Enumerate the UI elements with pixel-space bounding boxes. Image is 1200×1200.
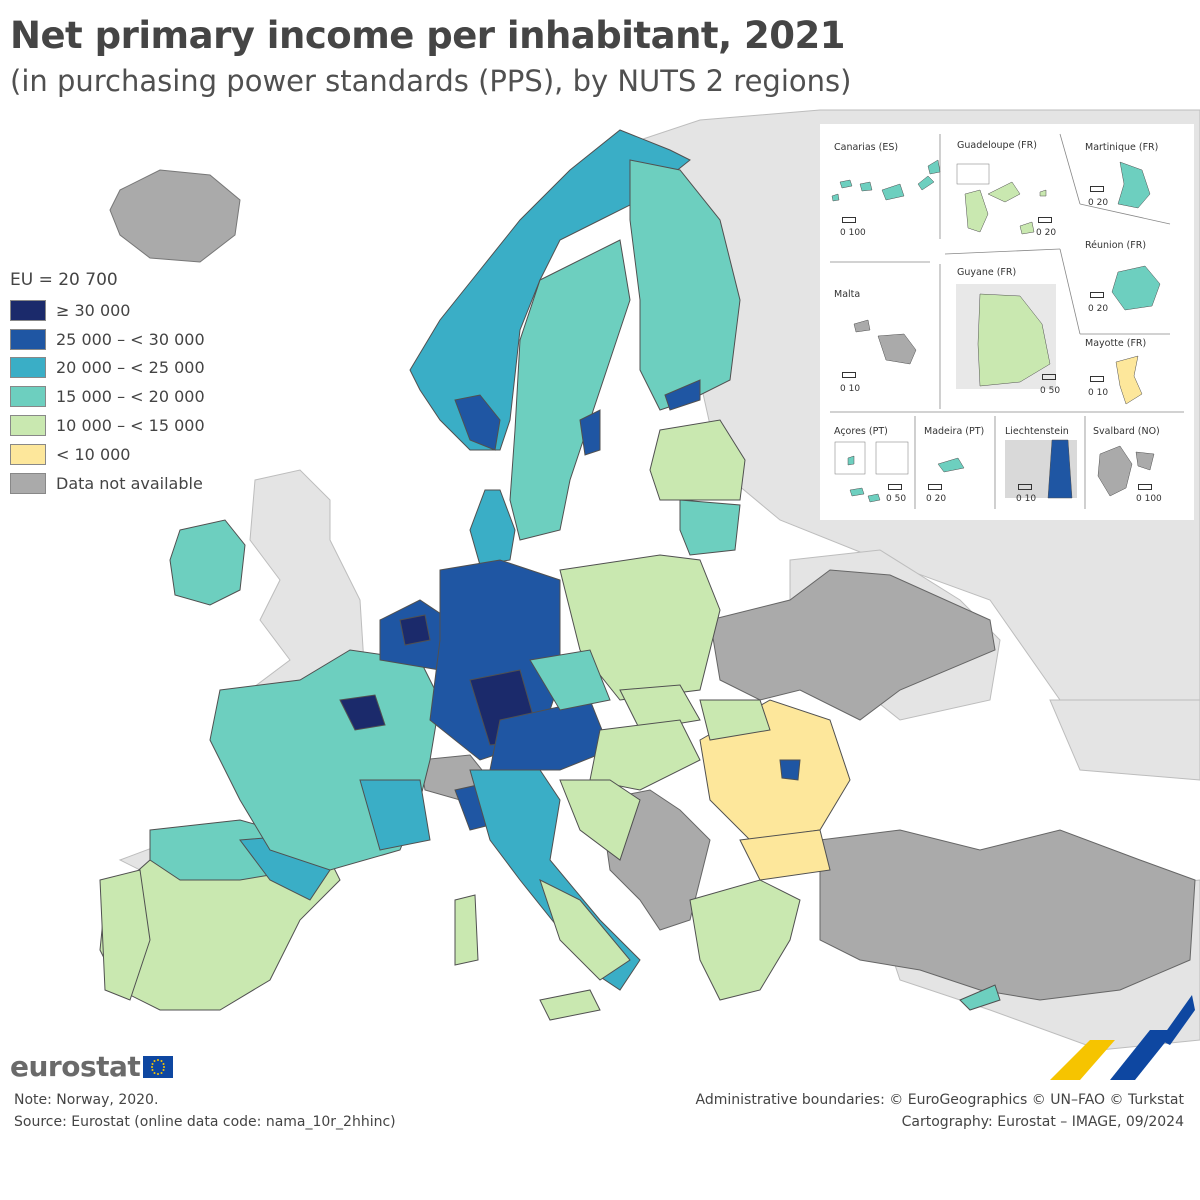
- legend-item: 15 000 – < 20 000: [10, 382, 205, 411]
- inset-label: Canarias (ES): [834, 142, 899, 153]
- nordic-regions: [409, 129, 741, 541]
- scale-text: 0 20: [1036, 228, 1057, 238]
- scale-bar: [1038, 217, 1052, 223]
- sicily: [539, 989, 601, 1021]
- france-regions: [209, 649, 441, 871]
- legend-swatch: [10, 472, 46, 494]
- scale-text: 0 20: [1088, 198, 1109, 208]
- legend-label: 20 000 – < 25 000: [56, 358, 205, 378]
- south-italy-regions: [539, 879, 631, 981]
- legend-label: 10 000 – < 15 000: [56, 416, 205, 436]
- legend-item: 25 000 – < 30 000: [10, 325, 205, 354]
- legend-label: 15 000 – < 20 000: [56, 387, 205, 407]
- legend-swatch: [10, 443, 46, 465]
- scale-text: 0 10: [840, 384, 861, 394]
- scale-text: 0 20: [1088, 304, 1109, 314]
- legend-swatch: [10, 299, 46, 321]
- scale-bar: [1138, 484, 1152, 490]
- source-text: Source: Eurostat (online data code: nama…: [14, 1114, 396, 1130]
- greece-regions: [689, 879, 801, 1001]
- eurostat-corner-graphic: [1050, 995, 1195, 1080]
- inset-panel: Canarias (ES) Guadeloupe (FR) Martinique…: [820, 124, 1194, 520]
- inset-label: Réunion (FR): [1085, 240, 1147, 251]
- inset-label: Malta: [834, 289, 861, 300]
- eurostat-logo: eurostat: [10, 1050, 174, 1083]
- iberian-regions: [99, 819, 341, 1011]
- legend-label: < 10 000: [56, 444, 131, 464]
- central-regions: [379, 559, 611, 831]
- legend-swatch: [10, 386, 46, 408]
- inset-label: Guyane (FR): [957, 267, 1017, 278]
- scale-bar: [1090, 292, 1104, 298]
- legend-item: ≥ 30 000: [10, 296, 205, 325]
- inset-label: Liechtenstein: [1005, 426, 1069, 437]
- legend-label: Data not available: [56, 473, 203, 493]
- legend-item: < 10 000: [10, 440, 205, 469]
- map-subtitle: (in purchasing power standards (PPS), by…: [10, 64, 852, 98]
- note-text: Note: Norway, 2020.: [14, 1092, 159, 1108]
- iceland: [109, 169, 241, 263]
- inset-label: Guadeloupe (FR): [957, 140, 1037, 151]
- inset-label: Mayotte (FR): [1085, 338, 1147, 349]
- legend-heading: EU = 20 700: [10, 270, 118, 290]
- scale-bar: [888, 484, 902, 490]
- sardinia: [454, 894, 479, 966]
- baltic-regions: [649, 419, 746, 556]
- south-eastern-regions: [699, 699, 851, 881]
- logo-text: eurostat: [10, 1050, 141, 1083]
- inset-dividers: [830, 133, 1184, 509]
- scale-text: 0 100: [1136, 494, 1162, 504]
- inset-label: Svalbard (NO): [1093, 426, 1160, 437]
- scale-bar: [1042, 374, 1056, 380]
- map-title: Net primary income per inhabitant, 2021: [10, 14, 846, 57]
- legend: EU = 20 700 ≥ 30 000 25 000 – < 30 000 2…: [10, 270, 205, 498]
- scale-bar: [842, 372, 856, 378]
- scale-text: 0 10: [1016, 494, 1037, 504]
- scale-bar: [1090, 186, 1104, 192]
- scale-text: 0 20: [926, 494, 947, 504]
- legend-swatch: [10, 328, 46, 350]
- legend-label: 25 000 – < 30 000: [56, 329, 205, 349]
- scale-bar: [928, 484, 942, 490]
- inset-label: Martinique (FR): [1085, 142, 1159, 153]
- scale-text: 0 50: [886, 494, 907, 504]
- boundaries-credit: Administrative boundaries: © EuroGeograp…: [695, 1092, 1184, 1108]
- croatia-slovenia-regions: [559, 779, 641, 861]
- legend-item: Data not available: [10, 469, 205, 498]
- eastern-regions: [529, 554, 721, 791]
- cartography-credit: Cartography: Eurostat – IMAGE, 09/2024: [901, 1114, 1184, 1130]
- scale-bar: [1090, 376, 1104, 382]
- legend-swatch: [10, 357, 46, 379]
- legend-item: 20 000 – < 25 000: [10, 354, 205, 383]
- cyprus: [959, 984, 1001, 1011]
- scale-bar: [1018, 484, 1032, 490]
- denmark: [469, 489, 516, 566]
- inset-label: Madeira (PT): [924, 426, 985, 437]
- legend-item: 10 000 – < 15 000: [10, 411, 205, 440]
- legend-swatch: [10, 415, 46, 437]
- scale-bar: [842, 217, 856, 223]
- ireland: [169, 519, 246, 606]
- legend-label: ≥ 30 000: [56, 300, 131, 320]
- inset-label: Açores (PT): [834, 426, 888, 437]
- scale-text: 0 100: [840, 228, 866, 238]
- scale-text: 0 10: [1088, 388, 1109, 398]
- scale-text: 0 50: [1040, 386, 1061, 396]
- eu-flag-icon: [143, 1055, 174, 1078]
